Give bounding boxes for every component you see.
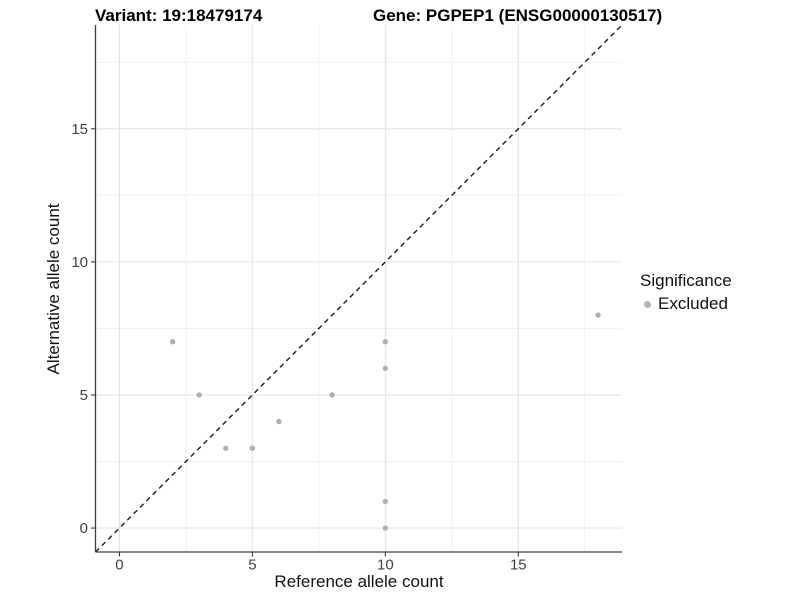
legend-item-label: Excluded: [658, 294, 728, 313]
data-point: [223, 445, 229, 451]
x-tick-label: 0: [115, 557, 123, 574]
data-point: [595, 312, 601, 318]
data-point: [249, 445, 256, 451]
x-tick-label: 10: [377, 557, 394, 574]
legend: Significance Excluded: [640, 271, 732, 314]
data-point: [276, 418, 282, 425]
x-tick-label: 15: [510, 557, 527, 574]
data-point: [382, 525, 389, 531]
y-tick-label: 5: [80, 387, 88, 404]
legend-item-excluded: Excluded: [644, 294, 732, 314]
x-axis-title: Reference allele count: [274, 572, 444, 591]
identity-line: [95, 24, 623, 553]
y-tick-label: 10: [71, 254, 88, 271]
data-point: [382, 498, 389, 505]
legend-point-icon: [644, 300, 651, 308]
plot-title-variant: Variant: 19:18479174: [95, 6, 263, 25]
x-tick-label: 5: [248, 557, 256, 574]
legend-title: Significance: [640, 271, 732, 290]
y-tick-label: 15: [71, 121, 88, 138]
data-point: [329, 392, 335, 398]
y-axis-title: Alternative allele count: [44, 203, 63, 375]
plot-title-gene: Gene: PGPEP1 (ENSG00000130517): [373, 6, 663, 25]
data-point: [382, 339, 389, 345]
data-point: [196, 392, 202, 398]
y-tick-label: 0: [80, 520, 88, 537]
data-point: [169, 339, 176, 345]
data-point: [382, 365, 389, 372]
